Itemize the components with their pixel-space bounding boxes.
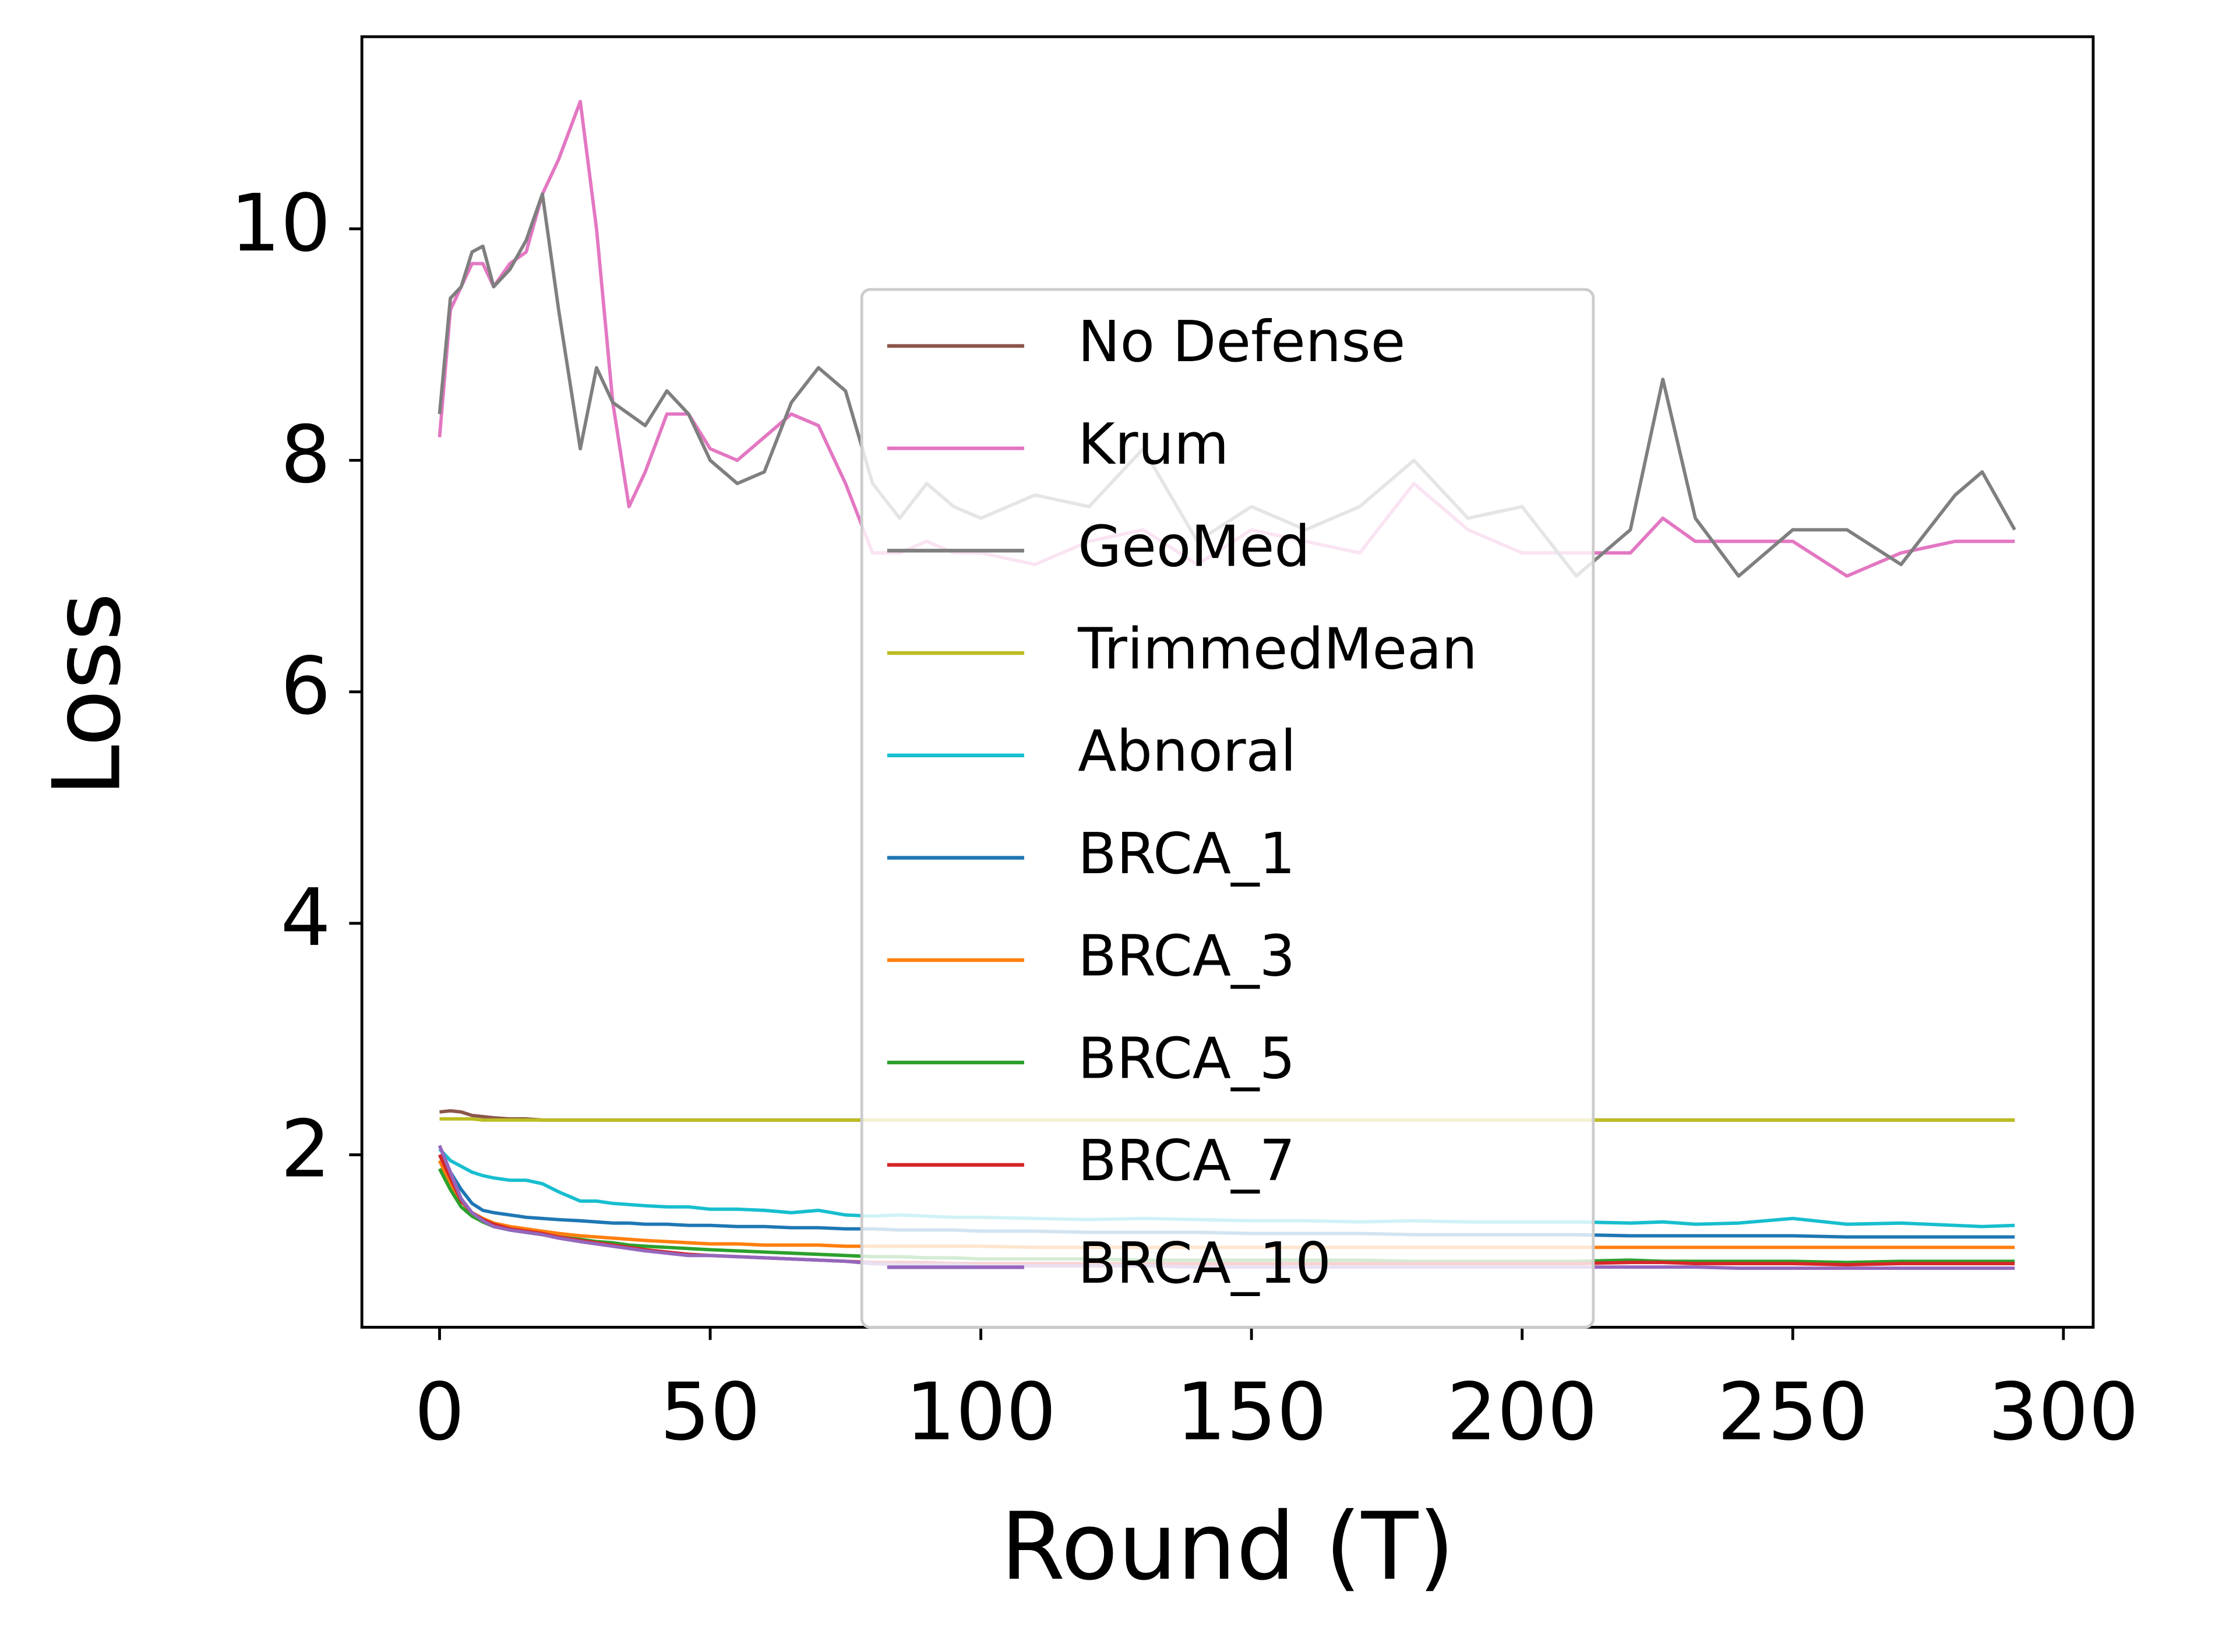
x-axis-label: Round (T) xyxy=(1000,1492,1455,1601)
y-tick-label: 4 xyxy=(280,872,330,964)
x-tick-label: 200 xyxy=(1447,1367,1597,1459)
legend-label: BRCA_5 xyxy=(1078,1025,1295,1091)
legend-label: GeoMed xyxy=(1078,514,1310,580)
legend-label: Krum xyxy=(1078,411,1229,477)
y-tick-label: 10 xyxy=(230,178,331,270)
y-tick-label: 6 xyxy=(280,641,330,733)
x-tick-label: 100 xyxy=(905,1367,1056,1459)
y-axis-label: Loss xyxy=(33,592,142,797)
x-tick-label: 150 xyxy=(1176,1367,1327,1459)
x-tick-label: 250 xyxy=(1717,1367,1868,1459)
legend-label: No Defense xyxy=(1078,309,1405,375)
x-tick-label: 300 xyxy=(1988,1367,2139,1459)
legend-frame xyxy=(860,288,1595,1329)
y-tick-label: 2 xyxy=(280,1104,330,1196)
legend-label: BRCA_10 xyxy=(1078,1230,1331,1296)
legend-label: BRCA_1 xyxy=(1078,821,1295,887)
legend-label: TrimmedMean xyxy=(1077,616,1477,682)
legend-label: BRCA_7 xyxy=(1078,1128,1295,1194)
legend-label: BRCA_3 xyxy=(1078,923,1295,989)
x-tick-label: 0 xyxy=(414,1367,464,1459)
legend-label: Abnoral xyxy=(1078,718,1296,784)
legend: No Defense Krum GeoMed TrimmedMean Abnoral BR… xyxy=(860,288,1595,1329)
y-tick-label: 8 xyxy=(280,409,330,501)
x-tick-label: 50 xyxy=(660,1367,761,1459)
